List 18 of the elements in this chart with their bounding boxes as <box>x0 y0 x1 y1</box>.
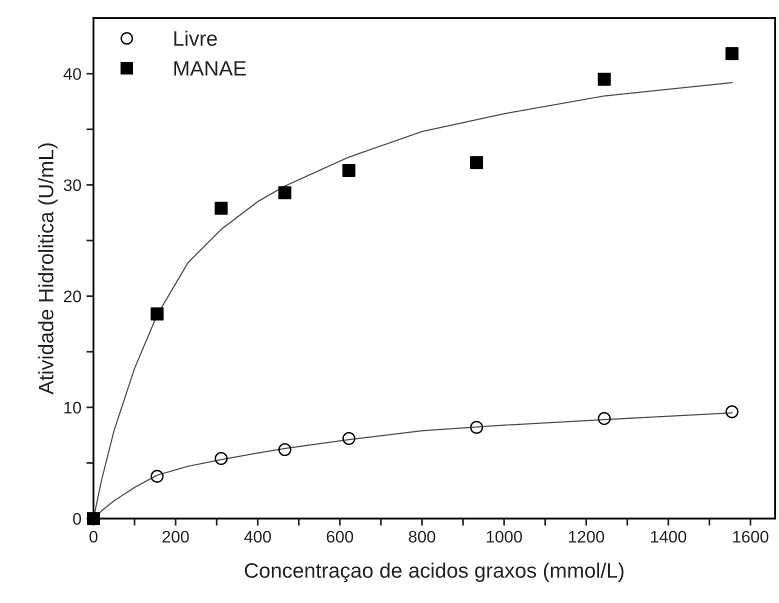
x-tick-label: 400 <box>244 530 271 543</box>
y-tick-label: 10 <box>64 402 82 414</box>
y-tick-label: 30 <box>64 179 82 192</box>
y-tick-label: 0 <box>73 512 82 525</box>
x-tick-label: 1200 <box>568 530 604 543</box>
x-tick-label: 600 <box>326 530 354 543</box>
y-axis-title: Atividade Hidrolitica (U/mL) <box>38 143 58 394</box>
x-tick-label: 1600 <box>733 530 768 543</box>
y-tick-label: 20 <box>64 290 82 302</box>
x-tick-label: 800 <box>408 530 436 543</box>
y-tick-label: 40 <box>64 68 82 80</box>
x-tick-label: 1400 <box>651 530 686 543</box>
legend-label: MANAE <box>174 61 246 76</box>
x-tick-label: 0 <box>89 530 98 543</box>
x-tick-label: 200 <box>162 530 189 543</box>
legend-label: Livre <box>174 30 217 46</box>
x-axis-title: Concentraçao de acidos graxos (mmol/L) <box>244 562 624 582</box>
x-tick-label: 1000 <box>486 530 522 543</box>
